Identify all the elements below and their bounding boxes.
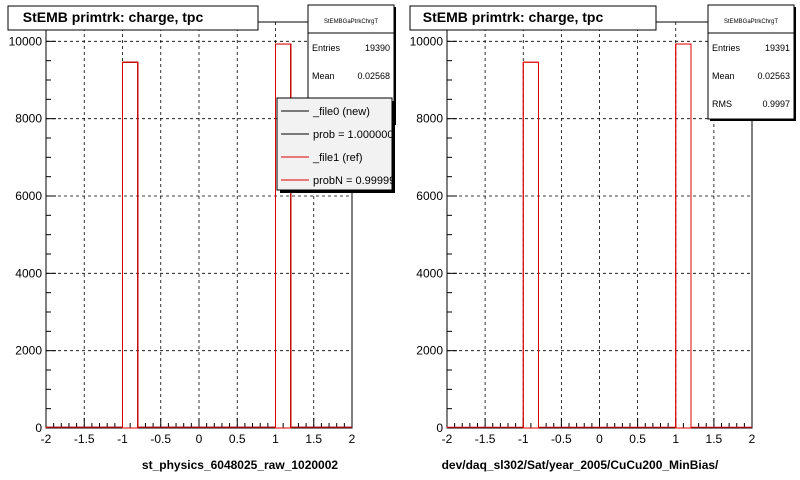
x-tick-label: 1.5 <box>706 432 723 446</box>
y-tick-label: 0 <box>35 421 42 435</box>
stats-name: StEMBGaPtrkChrgT <box>324 19 378 25</box>
x-tick-label: -1.5 <box>74 432 95 446</box>
x-tick-label: 2 <box>749 432 756 446</box>
y-tick-label: 2000 <box>15 344 42 358</box>
chart-panel-2: -2 -1.5 -1 -0.5 0 0.5 1 1.5 2 0 2000 4000 6000 8000 10… <box>409 4 796 472</box>
stats-label: Mean <box>712 71 735 81</box>
stats-value: 0.02563 <box>757 71 790 81</box>
chart-title: StEMB primtrk: charge, tpc <box>423 9 604 25</box>
y-tick-label: 6000 <box>416 189 443 203</box>
x-tick-label: 0.5 <box>629 432 646 446</box>
title-box <box>7 5 259 31</box>
stats-label: Mean <box>312 71 335 81</box>
histogram-bar <box>122 61 139 429</box>
y-tick-label: 4000 <box>15 266 42 280</box>
x-tick-label: -2 <box>442 432 453 446</box>
x-tick-label: 1 <box>672 432 679 446</box>
x-axis-label: dev/daq_sl302/Sat/year_2005/CuCu200_MinB… <box>442 458 719 472</box>
stats-box <box>707 4 795 120</box>
legend-entry: probN = 0.999999 <box>313 175 401 187</box>
stats-label: RMS <box>712 99 732 109</box>
stats-name: StEMBGaPtrkChrgT <box>724 19 778 25</box>
x-axis-label: st_physics_6048025_raw_1020002 <box>142 458 338 472</box>
x-tick-label: -1 <box>518 432 529 446</box>
stats-value: 0.9997 <box>762 99 790 109</box>
y-tick-label: 8000 <box>15 112 42 126</box>
x-tick-label: 2 <box>349 432 356 446</box>
x-tick-label: 1.5 <box>305 432 322 446</box>
y-tick-label: 2000 <box>416 344 443 358</box>
y-tick-label: 6000 <box>15 189 42 203</box>
title-box <box>409 5 657 31</box>
x-tick-label: 1 <box>272 432 279 446</box>
x-tick-label: 0 <box>596 432 603 446</box>
stats-value: 0.02568 <box>357 71 390 81</box>
histogram-bar <box>675 43 692 429</box>
x-tick-label: -0.5 <box>150 432 171 446</box>
legend: _file0 (new) prob = 1.000000 _file1 (ref) p… <box>281 106 401 187</box>
y-tick-label: 8000 <box>416 112 443 126</box>
y-tick-label: 10000 <box>9 34 43 48</box>
x-tick-label: -1.5 <box>475 432 496 446</box>
x-tick-label: 0 <box>196 432 203 446</box>
x-tick-label: -1 <box>117 432 128 446</box>
x-tick-label: 0.5 <box>229 432 246 446</box>
legend-entry: _file0 (new) <box>312 106 370 118</box>
chart-title: StEMB primtrk: charge, tpc <box>23 9 204 25</box>
legend-entry: _file1 (ref) <box>312 152 363 164</box>
histogram-bar <box>522 61 539 429</box>
series-1 <box>446 43 752 429</box>
chart-panel-1: -2 -1.5 -1 -0.5 0 0.5 1 1.5 2 0 2000 4000 6000 8000 10… <box>7 4 401 472</box>
stats-label: Entries <box>712 43 741 53</box>
stats-label: Entries <box>312 43 341 53</box>
stats-value: 19390 <box>365 43 390 53</box>
x-tick-label: -2 <box>41 432 52 446</box>
y-tick-label: 0 <box>436 421 443 435</box>
y-tick-label: 10000 <box>410 34 444 48</box>
histogram-bar <box>275 43 292 429</box>
stats-value: 19391 <box>765 43 790 53</box>
x-tick-label: -0.5 <box>551 432 572 446</box>
y-tick-label: 4000 <box>416 266 443 280</box>
legend-box <box>276 97 393 191</box>
legend-entry: prob = 1.000000 <box>313 129 393 141</box>
